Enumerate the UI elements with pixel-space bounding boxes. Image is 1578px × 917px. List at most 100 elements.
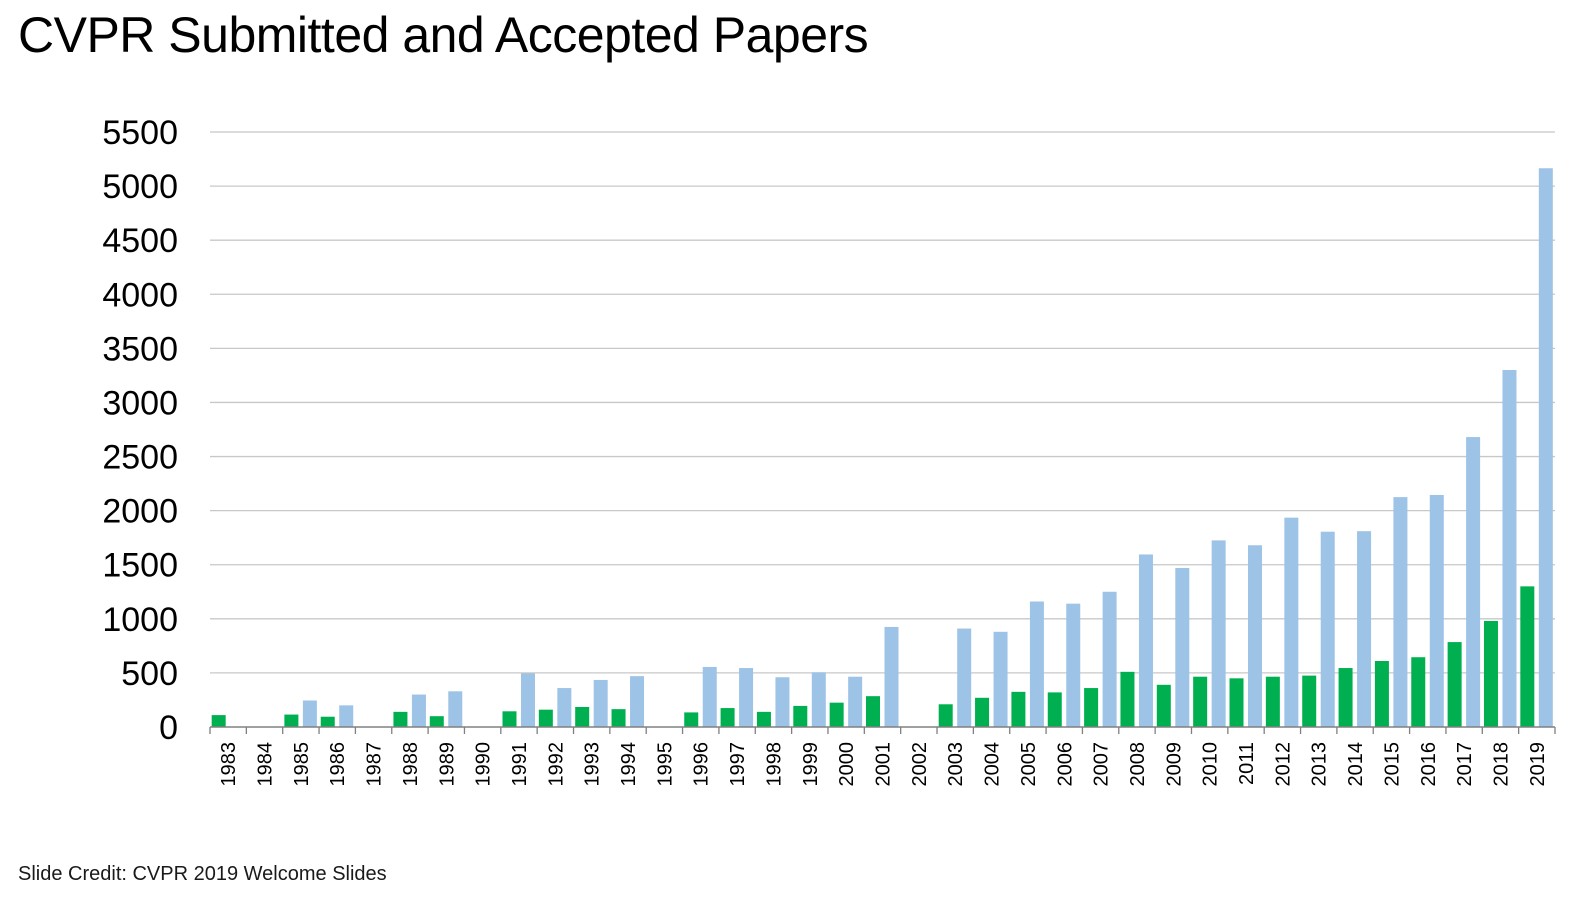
bar — [1320, 531, 1335, 727]
x-tick-label: 2010 — [1200, 742, 1222, 787]
x-tick-label: 1987 — [364, 742, 386, 787]
bar — [1357, 531, 1372, 727]
bar — [630, 676, 645, 727]
bar — [520, 673, 535, 727]
x-tick-label: 1983 — [218, 742, 240, 787]
x-tick-label: 2000 — [836, 742, 858, 787]
bar — [1374, 661, 1389, 727]
y-tick-label: 5000 — [102, 168, 178, 206]
bar — [1538, 168, 1553, 728]
x-tick-label: 2009 — [1163, 742, 1185, 787]
bar — [829, 702, 844, 727]
bar — [575, 706, 590, 727]
gridlines — [210, 131, 1555, 674]
bar — [1120, 671, 1135, 727]
bar — [775, 677, 790, 727]
bar — [393, 711, 408, 727]
bar — [1502, 370, 1517, 727]
bar — [593, 679, 608, 727]
bar — [1429, 494, 1444, 727]
bar — [1483, 620, 1498, 727]
y-tick-label: 5500 — [102, 114, 178, 152]
y-tick-label: 0 — [159, 709, 178, 747]
x-tick-label: 1988 — [400, 742, 422, 787]
x-tick-label: 1994 — [618, 742, 640, 787]
bar — [866, 696, 880, 727]
y-tick-label: 2500 — [102, 439, 178, 477]
x-tick-label: 2012 — [1272, 742, 1294, 787]
bar — [1265, 676, 1280, 727]
y-axis-ticks: 0 500 1000 1500 2000 2500 3000 3500 4000 4500 5000… — [102, 114, 178, 747]
bar — [1248, 545, 1263, 727]
bar — [884, 626, 899, 727]
bar — [1338, 668, 1353, 727]
x-tick-label: 2004 — [982, 742, 1004, 787]
y-tick-label: 3500 — [102, 330, 178, 368]
x-tick-label: 2008 — [1127, 742, 1149, 787]
x-tick-label: 2001 — [873, 742, 895, 787]
bar — [502, 711, 517, 727]
bar — [684, 712, 699, 727]
x-tick-label: 1993 — [582, 742, 604, 787]
x-tick-label: 1998 — [763, 742, 785, 787]
bar — [993, 631, 1008, 727]
bar — [1011, 691, 1026, 727]
bars — [211, 168, 1553, 728]
x-tick-label: 1986 — [327, 742, 349, 787]
bar — [975, 697, 990, 727]
bar — [1102, 591, 1117, 727]
x-tick-label: 2007 — [1091, 742, 1113, 787]
axes — [209, 726, 1556, 734]
y-tick-label: 4500 — [102, 222, 178, 260]
bar — [211, 715, 226, 727]
bar — [284, 714, 299, 727]
bar — [756, 711, 771, 727]
bar — [1447, 642, 1462, 727]
x-tick-label: 2019 — [1527, 742, 1549, 787]
x-tick-label: 2005 — [1018, 742, 1040, 787]
x-tick-label: 1984 — [255, 742, 277, 787]
bar — [1411, 657, 1426, 727]
bar — [1047, 692, 1062, 727]
bar — [1466, 437, 1481, 727]
bar — [429, 716, 444, 727]
bar — [1393, 497, 1408, 727]
bar — [411, 694, 426, 727]
bar — [1066, 603, 1081, 727]
bar — [611, 709, 626, 727]
x-tick-label: 2016 — [1418, 742, 1440, 787]
x-tick-label: 2014 — [1345, 742, 1367, 787]
y-tick-label: 1000 — [102, 601, 178, 639]
bar — [1138, 554, 1153, 727]
bar — [1229, 678, 1244, 727]
x-tick-label: 1991 — [509, 742, 531, 787]
bar — [302, 700, 317, 727]
bar — [1302, 675, 1317, 727]
y-tick-label: 1500 — [102, 547, 178, 585]
x-tick-label: 1992 — [545, 742, 567, 787]
bar — [1156, 684, 1171, 727]
bar — [1084, 688, 1099, 727]
bar — [957, 628, 972, 727]
bar — [739, 668, 754, 727]
bar — [1284, 517, 1299, 727]
x-tick-label: 1997 — [727, 742, 749, 787]
bar — [848, 676, 863, 727]
x-tick-label: 2013 — [1309, 742, 1331, 787]
x-tick-label: 1989 — [436, 742, 458, 787]
bar — [938, 704, 953, 727]
bar — [811, 672, 826, 727]
x-tick-label: 2017 — [1454, 742, 1476, 787]
bar — [320, 716, 335, 727]
bar — [1211, 540, 1226, 727]
x-tick-label: 2011 — [1236, 742, 1258, 785]
bar — [793, 705, 808, 727]
x-axis-ticks: 1983 1984 1985 1986 1987 1988 1989 1990 1991 1992… — [218, 742, 1549, 787]
x-tick-label: 2002 — [909, 742, 931, 787]
bar — [1520, 586, 1535, 727]
x-tick-label: 2015 — [1381, 742, 1403, 787]
x-tick-label: 1995 — [654, 742, 676, 787]
y-tick-label: 3000 — [102, 384, 178, 422]
y-tick-label: 2000 — [102, 493, 178, 531]
